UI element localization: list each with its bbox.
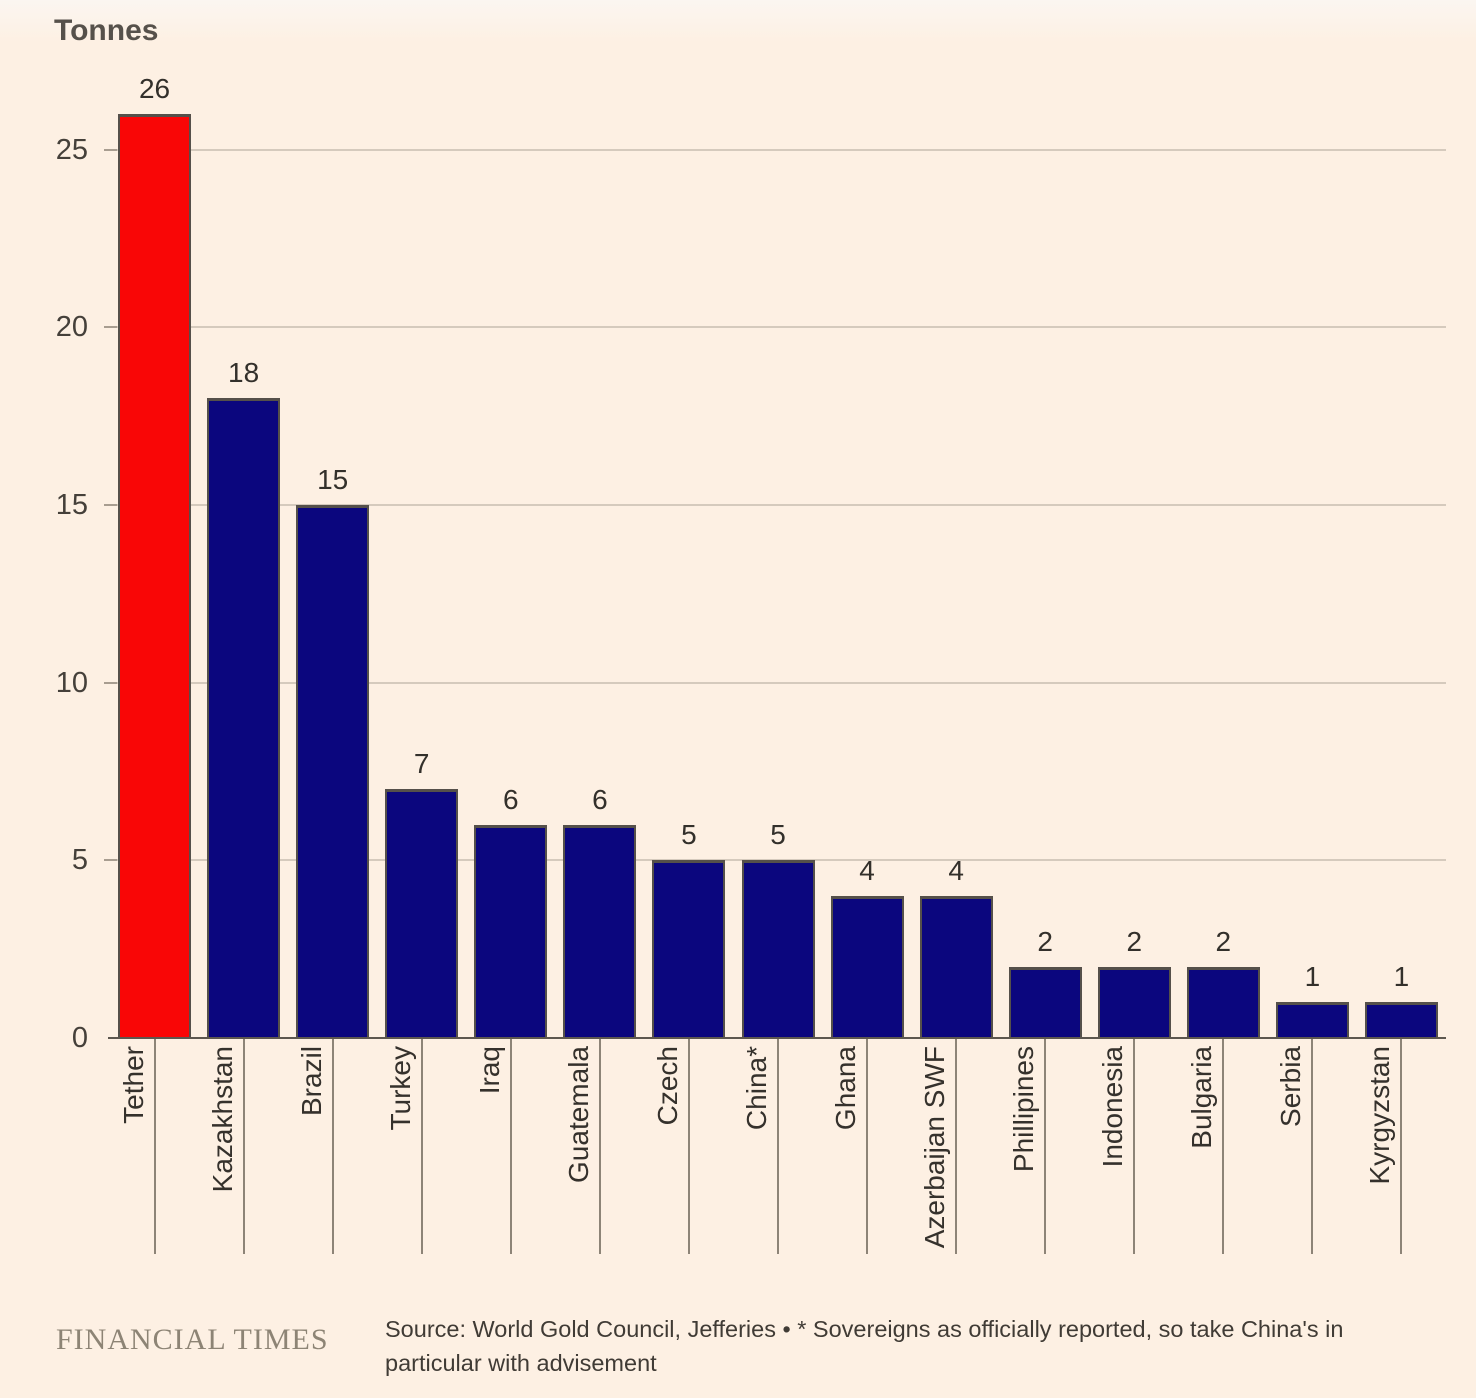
category-label: Iraq: [473, 1046, 505, 1095]
bar-guatemala: [563, 824, 637, 1039]
y-axis-label: 0: [71, 1022, 88, 1054]
bar-indonesia: [1097, 966, 1171, 1039]
source-line-2: particular with advisement: [385, 1350, 657, 1376]
category-tick: [420, 1038, 423, 1254]
category-label: Serbia: [1275, 1046, 1307, 1127]
bar-phillipines: [1008, 966, 1082, 1039]
category-label: China*: [741, 1046, 772, 1131]
category-label: Ghana: [830, 1046, 862, 1131]
category-tick: [153, 1038, 156, 1254]
category-tick: [1222, 1038, 1225, 1254]
category-tick: [1044, 1038, 1047, 1254]
gridline: [110, 326, 1446, 329]
y-axis-tick: [104, 326, 117, 329]
financial-times-logo: FINANCIAL TIMES: [56, 1323, 329, 1356]
bar-ghana: [830, 895, 904, 1039]
category-tick: [1133, 1038, 1136, 1254]
gridline: [110, 503, 1446, 506]
bar-value-label: 4: [859, 854, 875, 886]
category-tick: [866, 1038, 869, 1254]
y-axis-label: 10: [55, 666, 88, 699]
category-label: Tether: [117, 1046, 149, 1124]
bar-czech: [652, 860, 726, 1039]
bar-value-label: 5: [770, 819, 786, 851]
source-note: Source: World Gold Council, Jefferies • …: [385, 1312, 1343, 1380]
category-label: Kyrgyzstan: [1364, 1046, 1396, 1185]
bar-brazil: [296, 504, 370, 1039]
category-tick: [331, 1038, 334, 1254]
y-axis-tick: [104, 859, 117, 862]
bar-turkey: [385, 789, 459, 1039]
bar-kyrgyzstan: [1364, 1002, 1438, 1039]
bar-serbia: [1275, 1002, 1349, 1039]
bar-value-label: 6: [503, 783, 519, 815]
bar-value-label: 2: [1215, 925, 1232, 957]
category-label: Phillipines: [1008, 1046, 1040, 1173]
category-tick: [242, 1038, 245, 1254]
category-label: Czech: [651, 1046, 683, 1126]
bar-iraq: [474, 824, 548, 1039]
y-axis-tick: [104, 681, 117, 684]
category-tick: [1311, 1038, 1314, 1254]
category-label: Turkey: [384, 1046, 416, 1131]
bar-value-label: 7: [413, 748, 430, 780]
category-tick: [598, 1038, 601, 1254]
gridline: [110, 148, 1446, 151]
category-tick: [509, 1038, 512, 1254]
category-tick: [687, 1038, 690, 1254]
bar-china-: [741, 860, 815, 1039]
chart-title: Tonnes: [54, 14, 159, 47]
bar-kazakhstan: [207, 398, 281, 1039]
bar-value-label: 2: [1126, 925, 1143, 957]
bar-value-label: 15: [317, 463, 349, 495]
y-axis-label: 20: [55, 311, 88, 344]
gridline: [110, 681, 1446, 684]
bar-value-label: 18: [228, 357, 260, 389]
bar-tether: [118, 113, 192, 1039]
category-label: Bulgaria: [1186, 1046, 1218, 1149]
category-label: Azerbaijan SWF: [919, 1046, 951, 1249]
x-axis-line: [108, 1037, 1446, 1039]
bar-value-label: 4: [948, 854, 964, 886]
bar-azerbaijan-swf: [919, 895, 993, 1039]
y-axis-label: 15: [55, 488, 88, 521]
y-axis-label: 25: [55, 133, 88, 166]
bar-bulgaria: [1186, 966, 1260, 1039]
bar-value-label: 1: [1393, 961, 1410, 993]
category-label: Guatemala: [562, 1046, 594, 1183]
category-label: Brazil: [295, 1046, 327, 1117]
category-tick: [777, 1038, 779, 1254]
y-axis-tick: [104, 148, 117, 151]
source-line-1: Source: World Gold Council, Jefferies • …: [385, 1316, 1344, 1342]
bar-value-label: 5: [681, 819, 697, 851]
y-axis-label: 5: [71, 844, 88, 877]
bar-value-label: 26: [138, 72, 171, 104]
category-label: Kazakhstan: [206, 1046, 238, 1193]
category-tick: [955, 1038, 958, 1254]
y-axis-tick: [104, 503, 117, 506]
bar-value-label: 6: [592, 783, 608, 815]
category-label: Indonesia: [1097, 1046, 1129, 1168]
bar-value-label: 1: [1304, 961, 1321, 993]
category-tick: [1400, 1038, 1403, 1254]
bar-value-label: 2: [1037, 925, 1053, 957]
